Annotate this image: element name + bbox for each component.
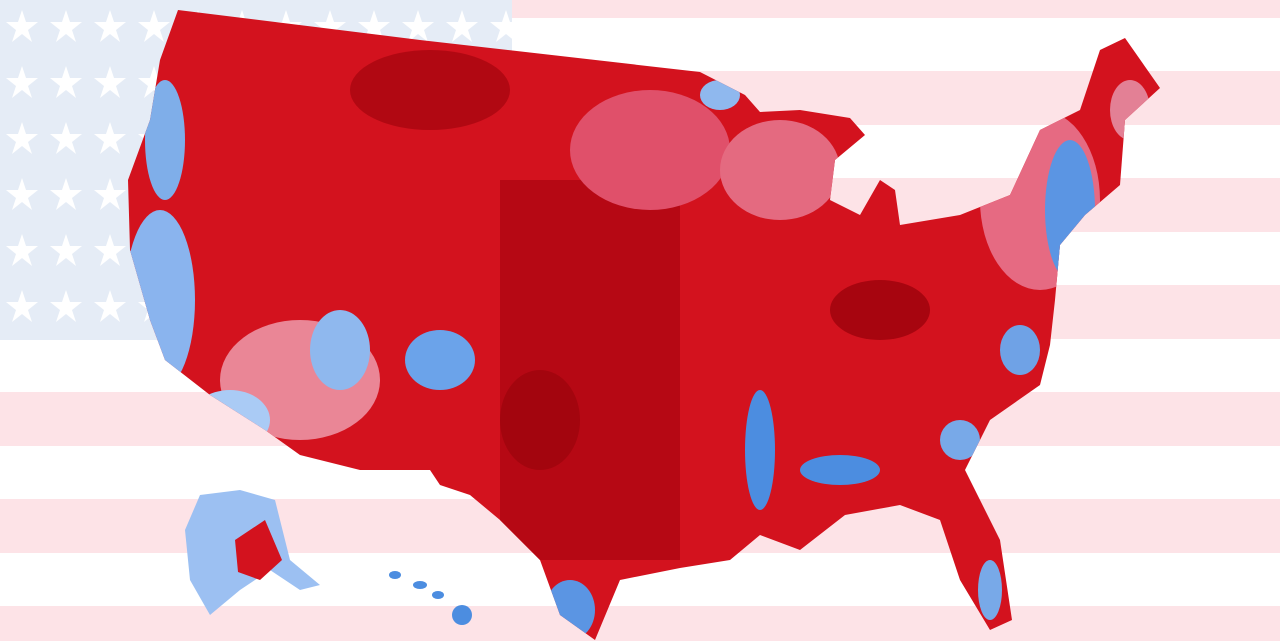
hawaii xyxy=(389,571,472,625)
alaska-region xyxy=(235,520,282,580)
